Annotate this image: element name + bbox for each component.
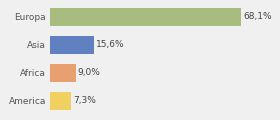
Bar bbox=[50, 36, 94, 54]
Text: 68,1%: 68,1% bbox=[243, 12, 272, 21]
Bar bbox=[50, 8, 241, 26]
Bar bbox=[50, 64, 76, 82]
Text: 7,3%: 7,3% bbox=[73, 96, 96, 105]
Text: 15,6%: 15,6% bbox=[96, 40, 125, 49]
Bar bbox=[50, 92, 71, 110]
Text: 9,0%: 9,0% bbox=[78, 68, 101, 77]
